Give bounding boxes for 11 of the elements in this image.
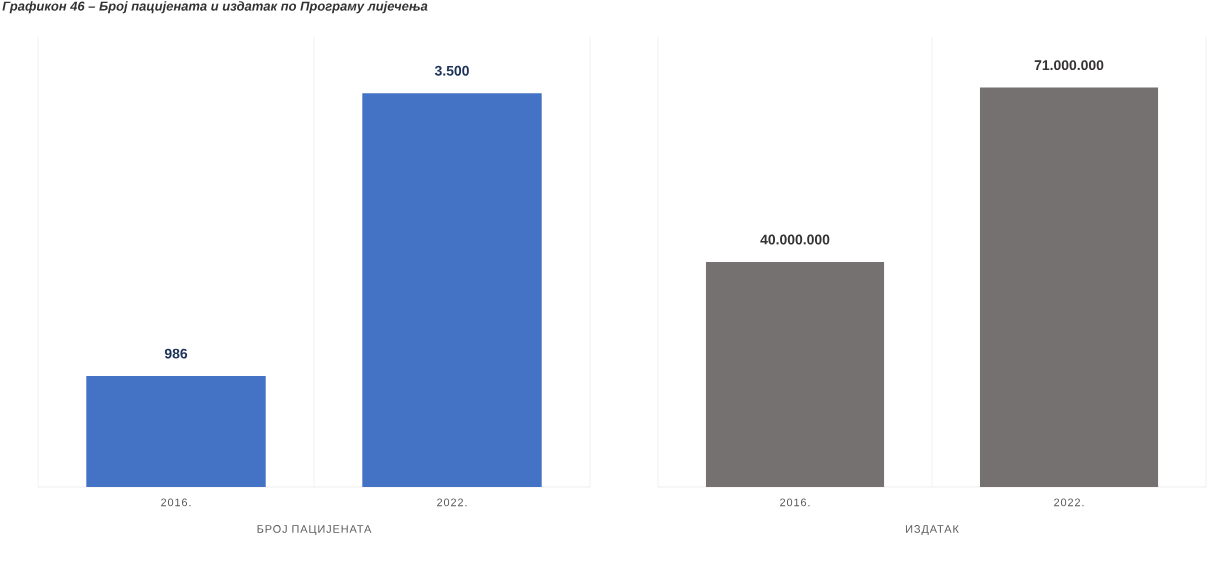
chart-title: Графикон 46 – Број пацијената и издатак по Програму лијечења	[2, 1, 428, 14]
data-label: 986	[164, 348, 188, 359]
x-tick-label: 2022.	[437, 498, 467, 507]
data-label: 40.000.000	[760, 234, 830, 245]
x-tick-label: 2022.	[1054, 498, 1084, 507]
data-label: 71.000.000	[1034, 60, 1104, 71]
x-tick-label: 2016.	[780, 498, 810, 507]
x-axis-title: БРОЈ ПАЦИЈЕНАТА	[257, 525, 372, 535]
x-axis-title: ИЗДАТАК	[906, 525, 959, 535]
x-tick-label: 2016.	[161, 498, 191, 507]
data-label: 3.500	[434, 65, 469, 76]
